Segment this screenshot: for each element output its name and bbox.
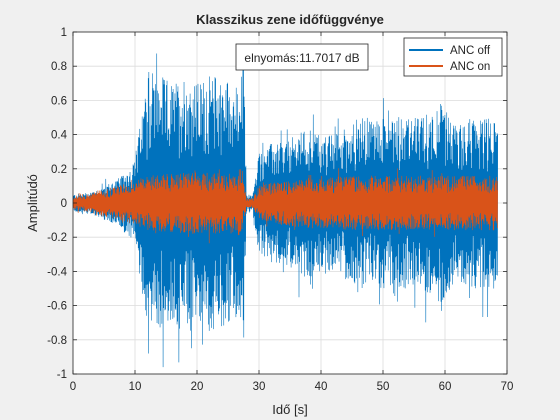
series-line-anc-on: [73, 168, 498, 244]
y-tick-label: -0.4: [47, 266, 67, 278]
axis-ticks: 0 10 20 30 40 50 60 70 -1 -0.8 -0.6 -0.4 -0.2 0 0.2 0.4…: [47, 27, 513, 393]
annotation-box: elnyomás:11.7017 dB: [235, 43, 369, 71]
y-tick-label: -0.6: [47, 301, 67, 313]
y-tick-label: -0.2: [47, 232, 67, 244]
y-tick-label: -1: [57, 369, 67, 381]
legend-label-anc-on: ANC on: [450, 61, 490, 73]
x-tick-label: 20: [191, 381, 204, 393]
y-axis-label: Amplitúdó: [25, 174, 40, 232]
x-tick-label: 40: [315, 381, 328, 393]
legend[interactable]: ANC off ANC on: [403, 37, 503, 77]
y-tick-label: 1: [61, 27, 67, 39]
y-tick-label: 0.4: [51, 130, 68, 142]
chart-title: Klasszikus zene időfüggvénye: [196, 12, 384, 27]
x-axis-label: Idő [s]: [272, 402, 307, 417]
y-tick-label: 0.6: [51, 95, 67, 107]
y-tick-label: -0.8: [47, 335, 67, 347]
legend-label-anc-off: ANC off: [450, 45, 491, 57]
y-tick-label: 0: [61, 198, 67, 210]
y-tick-label: 0.8: [51, 61, 67, 73]
x-tick-label: 70: [501, 381, 514, 393]
series-layer: [73, 53, 498, 368]
x-tick-label: 50: [377, 381, 390, 393]
x-tick-label: 30: [253, 381, 266, 393]
x-tick-label: 0: [70, 381, 76, 393]
x-tick-label: 10: [129, 381, 142, 393]
y-tick-label: 0.2: [51, 164, 67, 176]
annotation-text: elnyomás:11.7017 dB: [244, 51, 359, 65]
x-tick-label: 60: [439, 381, 452, 393]
